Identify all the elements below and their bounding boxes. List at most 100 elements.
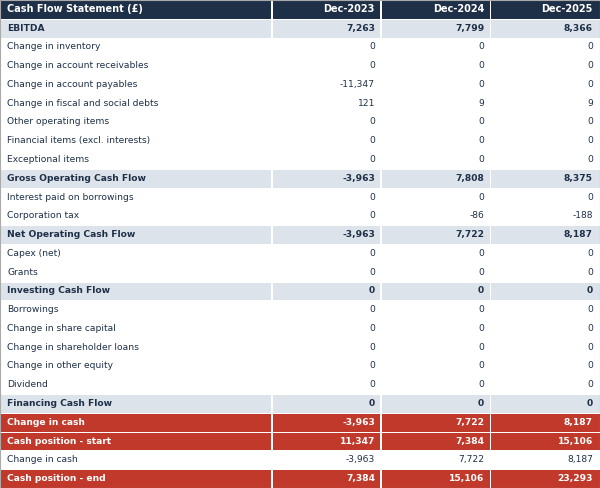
Text: Financial items (excl. interests): Financial items (excl. interests)	[7, 136, 151, 145]
Text: Gross Operating Cash Flow: Gross Operating Cash Flow	[7, 174, 146, 183]
Text: 23,293: 23,293	[557, 474, 593, 483]
Bar	[0, 113, 600, 131]
Text: 0: 0	[587, 249, 593, 258]
Bar	[0, 244, 600, 263]
Text: 0: 0	[369, 380, 375, 389]
Text: 0: 0	[369, 42, 375, 51]
Bar	[0, 38, 600, 39]
Text: Dec-2024: Dec-2024	[433, 4, 484, 14]
Text: Change in cash: Change in cash	[7, 455, 78, 465]
Bar	[0, 206, 600, 207]
Text: Net Operating Cash Flow: Net Operating Cash Flow	[7, 230, 136, 239]
Bar	[0, 282, 600, 300]
Text: 0: 0	[369, 118, 375, 126]
Bar	[0, 56, 600, 57]
Bar	[380, 0, 382, 488]
Text: 0: 0	[369, 362, 375, 370]
Text: 9: 9	[587, 99, 593, 108]
Text: -3,963: -3,963	[342, 418, 375, 427]
Bar	[0, 300, 600, 301]
Bar	[0, 225, 600, 226]
Text: 0: 0	[478, 380, 484, 389]
Text: 0: 0	[369, 343, 375, 352]
Text: 0: 0	[587, 305, 593, 314]
Bar	[0, 94, 600, 113]
Text: 0: 0	[478, 155, 484, 164]
Text: 11,347: 11,347	[340, 437, 375, 446]
Text: 0: 0	[587, 343, 593, 352]
Text: Dec-2023: Dec-2023	[323, 4, 375, 14]
Text: 0: 0	[478, 286, 484, 295]
Text: 9: 9	[478, 99, 484, 108]
Text: 0: 0	[587, 399, 593, 408]
Bar	[490, 0, 491, 488]
Text: Other operating items: Other operating items	[7, 118, 109, 126]
Bar	[0, 113, 600, 114]
Text: Interest paid on borrowings: Interest paid on borrowings	[7, 193, 134, 202]
Text: Cash position - end: Cash position - end	[7, 474, 106, 483]
Text: Cash Flow Statement (£): Cash Flow Statement (£)	[7, 4, 143, 14]
Bar	[0, 319, 600, 320]
Bar	[0, 413, 600, 414]
Text: 0: 0	[587, 155, 593, 164]
Text: 15,106: 15,106	[449, 474, 484, 483]
Bar	[0, 169, 600, 170]
Text: Capex (net): Capex (net)	[7, 249, 61, 258]
Text: 0: 0	[478, 399, 484, 408]
Text: 0: 0	[478, 305, 484, 314]
Text: Investing Cash Flow: Investing Cash Flow	[7, 286, 110, 295]
Bar	[0, 38, 600, 56]
Text: 0: 0	[369, 286, 375, 295]
Text: Change in account receivables: Change in account receivables	[7, 61, 149, 70]
Text: 7,384: 7,384	[346, 474, 375, 483]
Bar	[0, 263, 600, 282]
Bar	[0, 469, 600, 470]
Bar	[0, 375, 600, 394]
Text: 7,722: 7,722	[455, 230, 484, 239]
Text: 0: 0	[587, 61, 593, 70]
Text: Corporation tax: Corporation tax	[7, 211, 79, 221]
Text: Financing Cash Flow: Financing Cash Flow	[7, 399, 112, 408]
Text: 0: 0	[478, 249, 484, 258]
Text: 7,263: 7,263	[346, 23, 375, 33]
Text: EBITDA: EBITDA	[7, 23, 45, 33]
Bar	[0, 300, 600, 319]
Text: 0: 0	[369, 193, 375, 202]
Bar	[0, 169, 600, 188]
Text: 0: 0	[369, 211, 375, 221]
Bar	[0, 94, 600, 95]
Text: 8,187: 8,187	[564, 418, 593, 427]
Bar	[0, 338, 600, 339]
Bar	[0, 469, 600, 488]
Bar	[0, 75, 600, 76]
Text: 0: 0	[369, 136, 375, 145]
Bar	[0, 150, 600, 151]
Bar	[0, 0, 600, 19]
Text: 7,808: 7,808	[455, 174, 484, 183]
Text: 0: 0	[587, 324, 593, 333]
Bar	[0, 75, 600, 94]
Text: 0: 0	[369, 305, 375, 314]
Bar	[0, 394, 600, 413]
Text: 0: 0	[478, 324, 484, 333]
Text: -3,963: -3,963	[342, 174, 375, 183]
Bar	[0, 450, 600, 451]
Text: 0: 0	[478, 136, 484, 145]
Bar	[0, 19, 600, 20]
Text: Change in account payables: Change in account payables	[7, 80, 137, 89]
Bar	[0, 450, 600, 469]
Text: 8,375: 8,375	[564, 174, 593, 183]
Text: 7,799: 7,799	[455, 23, 484, 33]
Text: Grants: Grants	[7, 267, 38, 277]
Text: 0: 0	[587, 380, 593, 389]
Text: 0: 0	[478, 343, 484, 352]
Bar	[0, 244, 600, 245]
Text: 0: 0	[478, 42, 484, 51]
Text: -3,963: -3,963	[346, 455, 375, 465]
Bar	[0, 206, 600, 225]
Text: 0: 0	[587, 193, 593, 202]
Text: Exceptional items: Exceptional items	[7, 155, 89, 164]
Bar	[0, 432, 600, 433]
Text: Dec-2025: Dec-2025	[541, 4, 593, 14]
Bar	[0, 225, 600, 244]
